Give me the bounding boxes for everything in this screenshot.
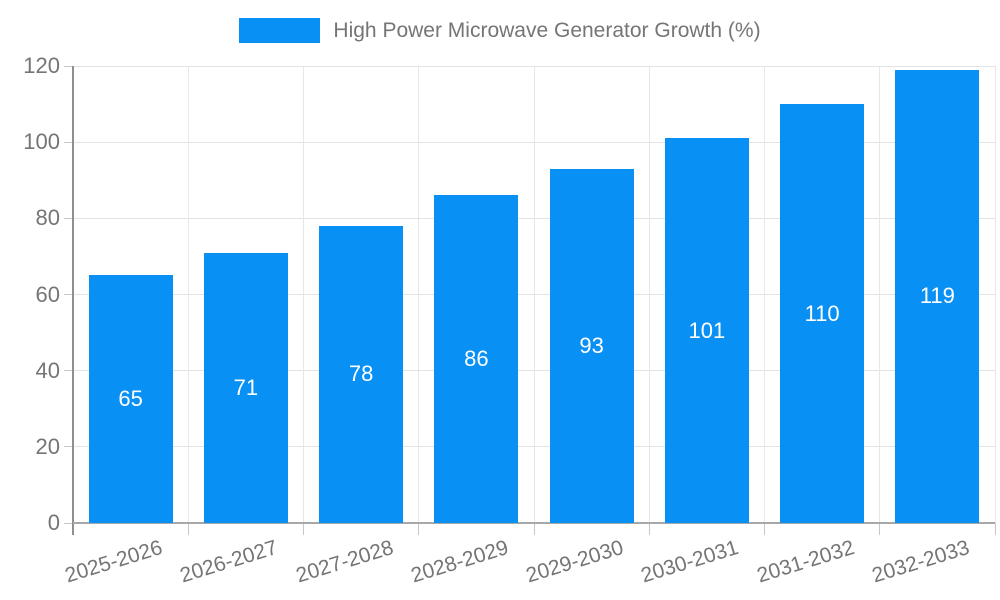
y-tick-label: 80 <box>35 205 60 231</box>
bar[interactable] <box>780 104 865 523</box>
bar[interactable] <box>434 195 519 523</box>
legend-label: High Power Microwave Generator Growth (%… <box>333 18 761 42</box>
bar[interactable] <box>88 275 173 523</box>
y-tick-mark <box>64 65 73 67</box>
x-tick-mark <box>648 523 650 535</box>
x-tick-mark <box>533 523 535 535</box>
bar[interactable] <box>895 69 980 523</box>
y-tick-label: 100 <box>23 129 60 155</box>
bar-value-label: 86 <box>464 346 489 372</box>
bar-value-label: 78 <box>348 361 374 387</box>
y-tick-mark <box>64 522 73 524</box>
y-axis-line <box>72 66 74 535</box>
x-tick-label: 2027-2028 <box>293 536 396 588</box>
bar-value-label: 65 <box>118 386 143 412</box>
x-tick-label: 2030-2031 <box>638 536 742 588</box>
x-tick-mark <box>303 523 304 535</box>
bar-value-label: 101 <box>688 317 726 343</box>
x-tick-label: 2029-2030 <box>523 536 627 588</box>
x-tick-label: 2031-2032 <box>754 536 857 588</box>
v-gridline <box>303 66 304 523</box>
legend-swatch-icon <box>239 18 321 43</box>
x-tick-mark <box>187 523 189 535</box>
bar[interactable] <box>319 225 404 523</box>
y-tick-label: 60 <box>35 281 60 307</box>
x-tick-mark <box>994 523 996 535</box>
bar-value-label: 119 <box>919 283 955 309</box>
y-tick-mark <box>64 370 73 372</box>
y-tick-mark <box>64 446 73 448</box>
x-tick-label: 2028-2029 <box>408 536 512 588</box>
v-gridline <box>533 66 535 523</box>
v-gridline <box>648 66 650 523</box>
v-gridline <box>879 66 881 523</box>
y-tick-label: 20 <box>35 433 60 459</box>
y-tick-mark <box>64 217 73 219</box>
y-tick-label: 40 <box>35 357 60 383</box>
x-tick-mark <box>879 523 881 535</box>
x-tick-label: 2025-2026 <box>62 536 166 588</box>
bar[interactable] <box>549 168 634 523</box>
bar[interactable] <box>664 138 749 523</box>
x-tick-label: 2032-2033 <box>869 536 973 588</box>
x-tick-mark <box>764 523 765 535</box>
y-tick-mark <box>64 141 73 143</box>
bar[interactable] <box>203 252 288 523</box>
x-tick-mark <box>418 523 420 535</box>
bar-value-label: 93 <box>579 332 604 358</box>
y-tick-mark <box>64 294 73 295</box>
x-axis-line <box>73 522 995 524</box>
v-gridline <box>418 66 420 523</box>
legend-item[interactable]: High Power Microwave Generator Growth (%… <box>0 18 1000 43</box>
y-tick-label: 0 <box>47 510 60 535</box>
x-tick-label: 2026-2027 <box>177 536 281 588</box>
v-gridline <box>187 66 189 523</box>
bar-value-label: 71 <box>233 374 259 400</box>
y-tick-label: 120 <box>23 53 60 78</box>
bar-value-label: 110 <box>804 300 840 326</box>
v-gridline <box>994 66 996 523</box>
v-gridline <box>764 66 765 523</box>
